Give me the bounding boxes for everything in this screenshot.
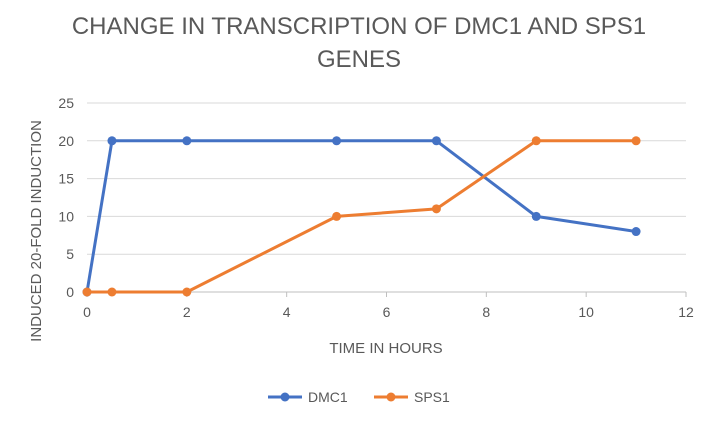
legend-label-dmc1: DMC1 — [308, 389, 348, 405]
data-point-dmc1 — [107, 136, 117, 146]
y-tick-label: 0 — [66, 284, 74, 300]
chart-title-line-1: CHANGE IN TRANSCRIPTION OF DMC1 AND SPS1 — [71, 13, 647, 40]
x-tick-label: 2 — [183, 304, 191, 320]
data-point-sps1 — [332, 211, 342, 221]
legend: DMC1 SPS1 — [268, 389, 450, 405]
data-point-sps1 — [531, 136, 541, 146]
axes: 0 5 10 15 20 25 0 2 4 6 8 10 12 — [58, 95, 694, 320]
y-tick-label: 5 — [66, 246, 74, 262]
y-tick-label: 25 — [58, 95, 74, 111]
x-tick-label: 8 — [482, 304, 490, 320]
x-axis-title: TIME IN HOURS — [329, 340, 442, 357]
gridlines — [87, 102, 686, 255]
x-tick-label: 0 — [83, 304, 91, 320]
data-point-dmc1 — [182, 136, 192, 146]
chart-title: CHANGE IN TRANSCRIPTION OF DMC1 AND SPS1… — [0, 10, 718, 76]
legend-swatch-marker-dmc1 — [280, 392, 290, 402]
x-tick-label: 12 — [678, 304, 694, 320]
legend-label-sps1: SPS1 — [414, 389, 450, 405]
data-point-dmc1 — [531, 211, 541, 221]
chart-title-line-2: GENES — [316, 46, 402, 73]
series-layer — [82, 136, 641, 297]
data-point-sps1 — [82, 287, 92, 297]
data-point-dmc1 — [631, 227, 641, 237]
data-point-dmc1 — [332, 136, 342, 146]
data-point-sps1 — [107, 287, 117, 297]
data-point-dmc1 — [431, 136, 441, 146]
y-tick-label: 10 — [58, 208, 74, 224]
data-point-sps1 — [431, 204, 441, 214]
legend-swatch-marker-sps1 — [386, 392, 396, 402]
y-tick-label: 15 — [58, 171, 74, 187]
data-point-sps1 — [631, 136, 641, 146]
x-tick-label: 4 — [283, 304, 291, 320]
y-axis-title: INDUCED 20-FOLD INDUCTION — [28, 120, 45, 342]
data-point-sps1 — [182, 287, 192, 297]
y-tick-label: 20 — [58, 133, 74, 149]
x-tick-label: 10 — [578, 304, 594, 320]
x-tick-label: 6 — [383, 304, 391, 320]
